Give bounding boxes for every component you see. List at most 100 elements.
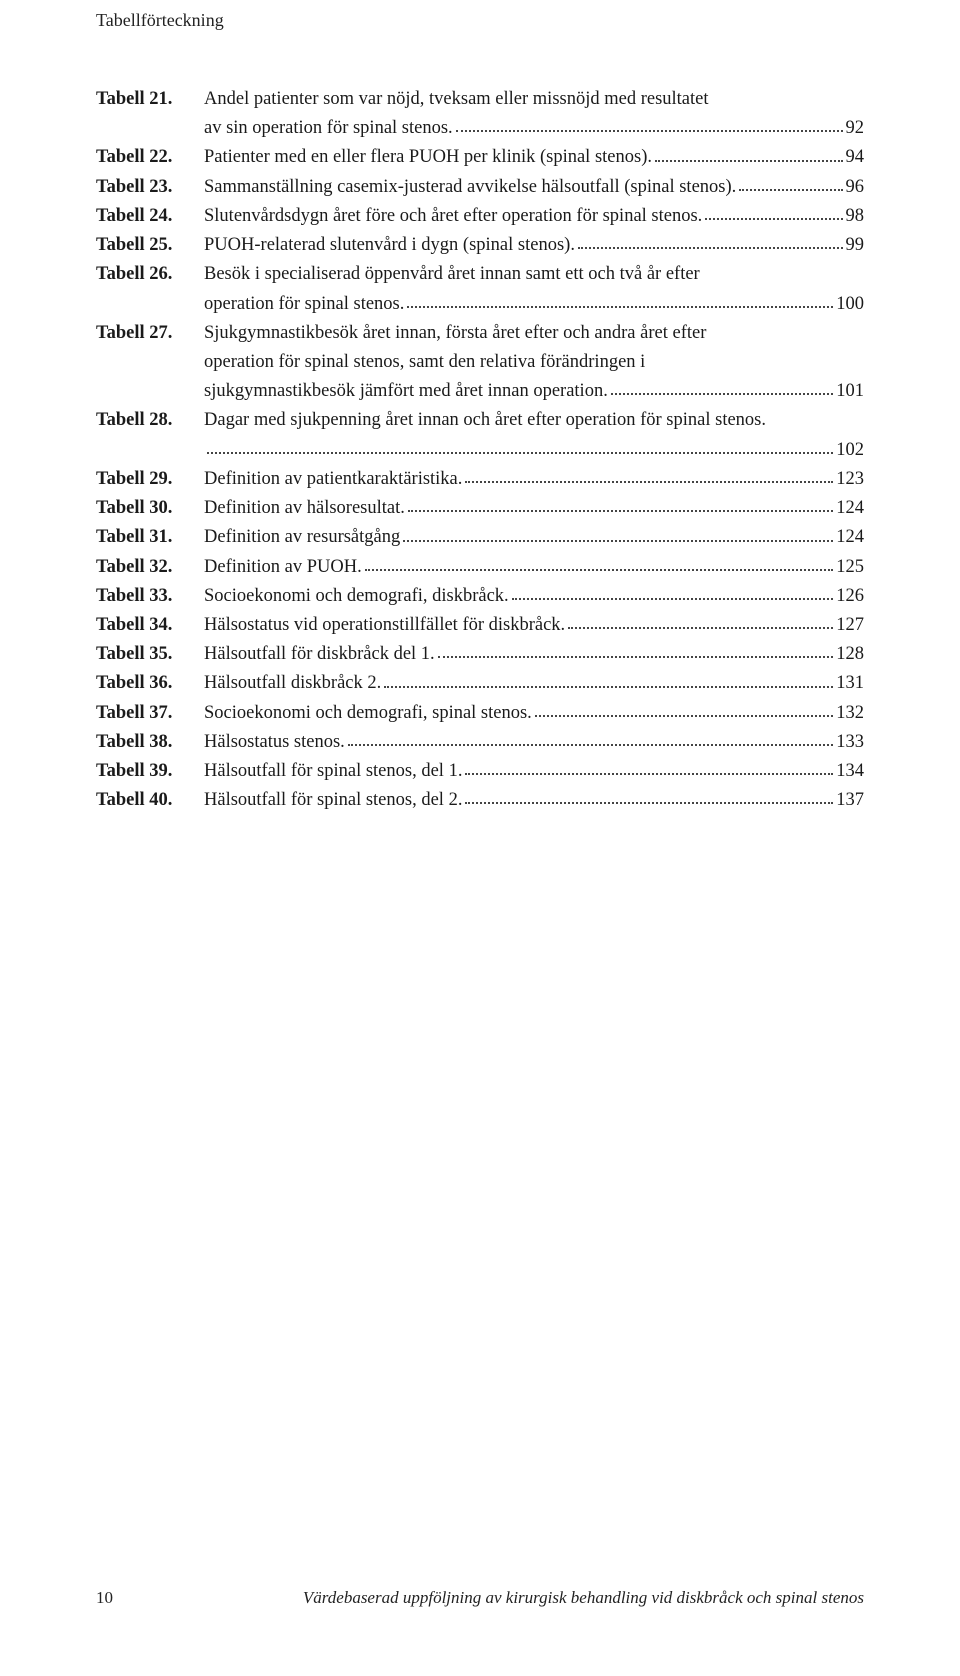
toc-page: 124 — [836, 523, 864, 552]
toc-body: Socioekonomi och demografi, spinal steno… — [204, 699, 864, 728]
toc-entry: Tabell 38.Hälsostatus stenos.133 — [96, 728, 864, 757]
toc-page: 101 — [836, 377, 864, 406]
toc-leader — [578, 247, 843, 249]
toc-page: 123 — [836, 465, 864, 494]
toc-last-line: Definition av patientkaraktäristika. 123 — [204, 465, 864, 494]
toc-entry: Tabell 29.Definition av patientkaraktäri… — [96, 465, 864, 494]
toc-leader — [407, 306, 833, 308]
toc-last-line: Hälsostatus stenos.133 — [204, 728, 864, 757]
toc-leader — [739, 189, 842, 191]
footer-title: Värdebaserad uppföljning av kirurgisk be… — [303, 1588, 864, 1608]
toc-body: PUOH-relaterad slutenvård i dygn (spinal… — [204, 231, 864, 260]
toc-entry: Tabell 39.Hälsoutfall för spinal stenos,… — [96, 757, 864, 786]
toc-body: Patienter med en eller flera PUOH per kl… — [204, 143, 864, 172]
toc-page: 133 — [836, 728, 864, 757]
toc-label: Tabell 34. — [96, 611, 204, 640]
toc-last-line: operation för spinal stenos. 100 — [204, 290, 864, 319]
toc-desc: operation för spinal stenos. — [204, 290, 404, 319]
toc-entry: Tabell 31.Definition av resursåtgång124 — [96, 523, 864, 552]
toc-label: Tabell 36. — [96, 669, 204, 698]
toc-page: 131 — [836, 669, 864, 698]
toc-entry: Tabell 26.Besök i specialiserad öppenvår… — [96, 260, 864, 318]
toc-entry: Tabell 33.Socioekonomi och demografi, di… — [96, 582, 864, 611]
table-of-contents: Tabell 21.Andel patienter som var nöjd, … — [96, 85, 864, 815]
toc-label: Tabell 29. — [96, 465, 204, 494]
toc-body: Besök i specialiserad öppenvård året inn… — [204, 260, 864, 318]
toc-page: 126 — [836, 582, 864, 611]
toc-entry: Tabell 25.PUOH-relaterad slutenvård i dy… — [96, 231, 864, 260]
toc-last-line: Patienter med en eller flera PUOH per kl… — [204, 143, 864, 172]
toc-entry: Tabell 32.Definition av PUOH.125 — [96, 553, 864, 582]
toc-last-line: PUOH-relaterad slutenvård i dygn (spinal… — [204, 231, 864, 260]
toc-leader — [465, 802, 833, 804]
toc-entry: Tabell 27.Sjukgymnastikbesök året innan,… — [96, 319, 864, 407]
toc-entry: Tabell 40.Hälsoutfall för spinal stenos,… — [96, 786, 864, 815]
toc-page: 100 — [836, 290, 864, 319]
toc-last-line: Definition av resursåtgång 124 — [204, 523, 864, 552]
toc-desc: Definition av resursåtgång — [204, 523, 400, 552]
toc-desc: Hälsoutfall för spinal stenos, del 1. — [204, 757, 462, 786]
page-footer: 10 Värdebaserad uppföljning av kirurgisk… — [96, 1588, 864, 1608]
toc-label: Tabell 39. — [96, 757, 204, 786]
toc-body: Hälsoutfall för spinal stenos, del 1.134 — [204, 757, 864, 786]
toc-page: 94 — [846, 143, 865, 172]
toc-body: Andel patienter som var nöjd, tveksam el… — [204, 85, 864, 143]
section-header: Tabellförteckning — [96, 10, 864, 31]
toc-page: 125 — [836, 553, 864, 582]
toc-body: Slutenvårdsdygn året före och året efter… — [204, 202, 864, 231]
toc-desc: Patienter med en eller flera PUOH per kl… — [204, 143, 652, 172]
toc-desc: Hälsoutfall diskbråck 2. — [204, 669, 381, 698]
toc-desc: Slutenvårdsdygn året före och året efter… — [204, 202, 702, 231]
toc-label: Tabell 23. — [96, 173, 204, 202]
toc-label: Tabell 30. — [96, 494, 204, 523]
toc-leader — [456, 130, 843, 132]
toc-last-line: Hälsoutfall för diskbråck del 1.128 — [204, 640, 864, 669]
toc-label: Tabell 21. — [96, 85, 204, 114]
toc-leader — [365, 569, 834, 571]
toc-body: Hälsoutfall för spinal stenos, del 2. 137 — [204, 786, 864, 815]
toc-body: Dagar med sjukpenning året innan och åre… — [204, 406, 864, 464]
toc-desc: av sin operation för spinal stenos. — [204, 114, 453, 143]
toc-body: Sjukgymnastikbesök året innan, första år… — [204, 319, 864, 407]
toc-entry: Tabell 30.Definition av hälsoresultat.12… — [96, 494, 864, 523]
toc-last-line: Sammanställning casemix-justerad avvikel… — [204, 173, 864, 202]
toc-last-line: Hälsostatus vid operationstillfället för… — [204, 611, 864, 640]
toc-last-line: Definition av hälsoresultat.124 — [204, 494, 864, 523]
toc-label: Tabell 22. — [96, 143, 204, 172]
toc-leader — [705, 218, 842, 220]
toc-label: Tabell 26. — [96, 260, 204, 289]
toc-desc-line: operation för spinal stenos, samt den re… — [204, 348, 864, 377]
toc-entry: Tabell 35.Hälsoutfall för diskbråck del … — [96, 640, 864, 669]
toc-entry: Tabell 23.Sammanställning casemix-juster… — [96, 173, 864, 202]
toc-page: 132 — [836, 699, 864, 728]
toc-body: Hälsostatus vid operationstillfället för… — [204, 611, 864, 640]
toc-desc: Hälsoutfall för spinal stenos, del 2. — [204, 786, 462, 815]
toc-leader — [465, 773, 833, 775]
toc-desc: Sammanställning casemix-justerad avvikel… — [204, 173, 736, 202]
toc-last-line: Hälsoutfall diskbråck 2. 131 — [204, 669, 864, 698]
page-number: 10 — [96, 1588, 113, 1608]
toc-desc: Socioekonomi och demografi, diskbråck. — [204, 582, 509, 611]
toc-desc: Definition av patientkaraktäristika. — [204, 465, 462, 494]
toc-page: 99 — [846, 231, 865, 260]
toc-leader — [611, 393, 833, 395]
toc-last-line: Hälsoutfall för spinal stenos, del 1.134 — [204, 757, 864, 786]
toc-body: Definition av resursåtgång 124 — [204, 523, 864, 552]
toc-last-line: Socioekonomi och demografi, diskbråck. 12… — [204, 582, 864, 611]
toc-body: Sammanställning casemix-justerad avvikel… — [204, 173, 864, 202]
toc-last-line: Slutenvårdsdygn året före och året efter… — [204, 202, 864, 231]
toc-label: Tabell 40. — [96, 786, 204, 815]
toc-leader — [655, 160, 843, 162]
toc-page: 127 — [836, 611, 864, 640]
toc-leader — [408, 510, 833, 512]
toc-leader — [465, 481, 833, 483]
toc-entry: Tabell 37.Socioekonomi och demografi, sp… — [96, 699, 864, 728]
toc-entry: Tabell 21.Andel patienter som var nöjd, … — [96, 85, 864, 143]
toc-entry: Tabell 28.Dagar med sjukpenning året inn… — [96, 406, 864, 464]
toc-entry: Tabell 34.Hälsostatus vid operationstill… — [96, 611, 864, 640]
toc-page: 137 — [836, 786, 864, 815]
toc-desc-line: Dagar med sjukpenning året innan och åre… — [204, 406, 864, 435]
toc-label: Tabell 35. — [96, 640, 204, 669]
toc-page: 128 — [836, 640, 864, 669]
toc-body: Socioekonomi och demografi, diskbråck. 12… — [204, 582, 864, 611]
